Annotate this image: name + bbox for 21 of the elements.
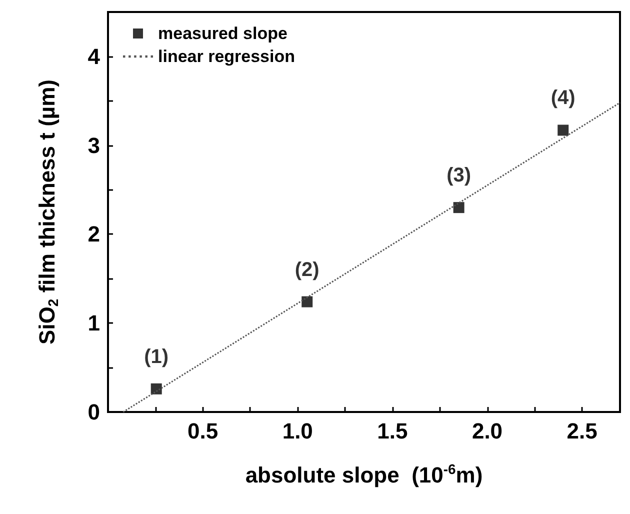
- y-tick-label: 0: [88, 400, 100, 424]
- y-tick-label: 4: [88, 44, 101, 69]
- x-tick-label: 2.5: [566, 418, 598, 444]
- y-tick-label: 2: [88, 222, 100, 247]
- x-tick-label: 0.5: [188, 418, 218, 444]
- annotation: (4): [550, 87, 576, 110]
- legend-label: linear regression: [158, 47, 296, 66]
- point: [453, 202, 464, 214]
- x-tick-label: 1.5: [377, 418, 408, 444]
- y-tick-label: 3: [88, 132, 100, 158]
- point: [302, 296, 313, 308]
- point: [558, 124, 569, 136]
- legend-label: measured slope: [158, 24, 288, 43]
- annotation: (2): [294, 258, 320, 281]
- x-tick-label: 2.0: [472, 418, 503, 444]
- x-tick-label: 1.0: [282, 418, 313, 444]
- y-axis-title: SiO2 film thickness t (µm): [34, 80, 61, 344]
- annotation: (1): [144, 346, 169, 368]
- y-tick-label: 1: [88, 310, 100, 336]
- annotation: (3): [446, 164, 472, 187]
- point: [150, 383, 162, 394]
